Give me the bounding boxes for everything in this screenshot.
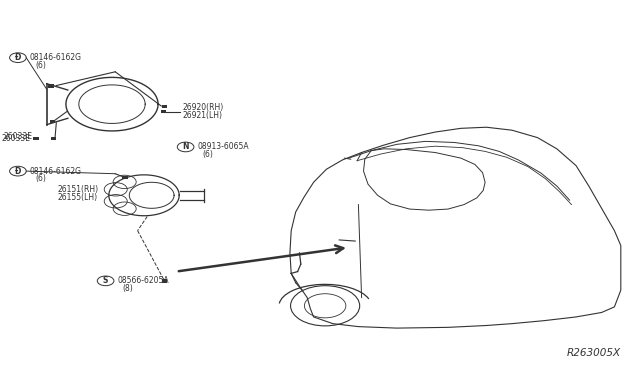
Text: 08566-6205A: 08566-6205A	[117, 276, 169, 285]
Text: R263005X: R263005X	[566, 348, 621, 358]
Text: 08146-6162G: 08146-6162G	[29, 53, 81, 62]
Text: (6): (6)	[35, 61, 46, 70]
Text: S: S	[103, 276, 108, 285]
Bar	[50, 120, 55, 123]
Bar	[51, 137, 56, 140]
Text: Ð: Ð	[15, 167, 21, 176]
Bar	[161, 279, 168, 283]
Text: Ð: Ð	[15, 53, 21, 62]
Text: 26151(RH): 26151(RH)	[58, 185, 99, 194]
Text: 08913-6065A: 08913-6065A	[197, 142, 249, 151]
Bar	[33, 137, 38, 140]
Bar	[48, 84, 54, 88]
Text: 26033E: 26033E	[3, 132, 32, 141]
Text: (6): (6)	[35, 174, 46, 183]
Text: N: N	[182, 142, 189, 151]
Bar	[162, 105, 167, 108]
Text: (8): (8)	[122, 284, 133, 293]
Text: 08146-6162G: 08146-6162G	[29, 167, 81, 176]
Text: 26033E: 26033E	[2, 134, 31, 143]
Text: 26921(LH): 26921(LH)	[182, 111, 223, 120]
Text: 26920(RH): 26920(RH)	[182, 103, 224, 112]
Text: (6): (6)	[202, 150, 213, 159]
Bar	[122, 176, 128, 179]
Bar	[161, 110, 166, 113]
Text: 26155(LH): 26155(LH)	[58, 193, 98, 202]
